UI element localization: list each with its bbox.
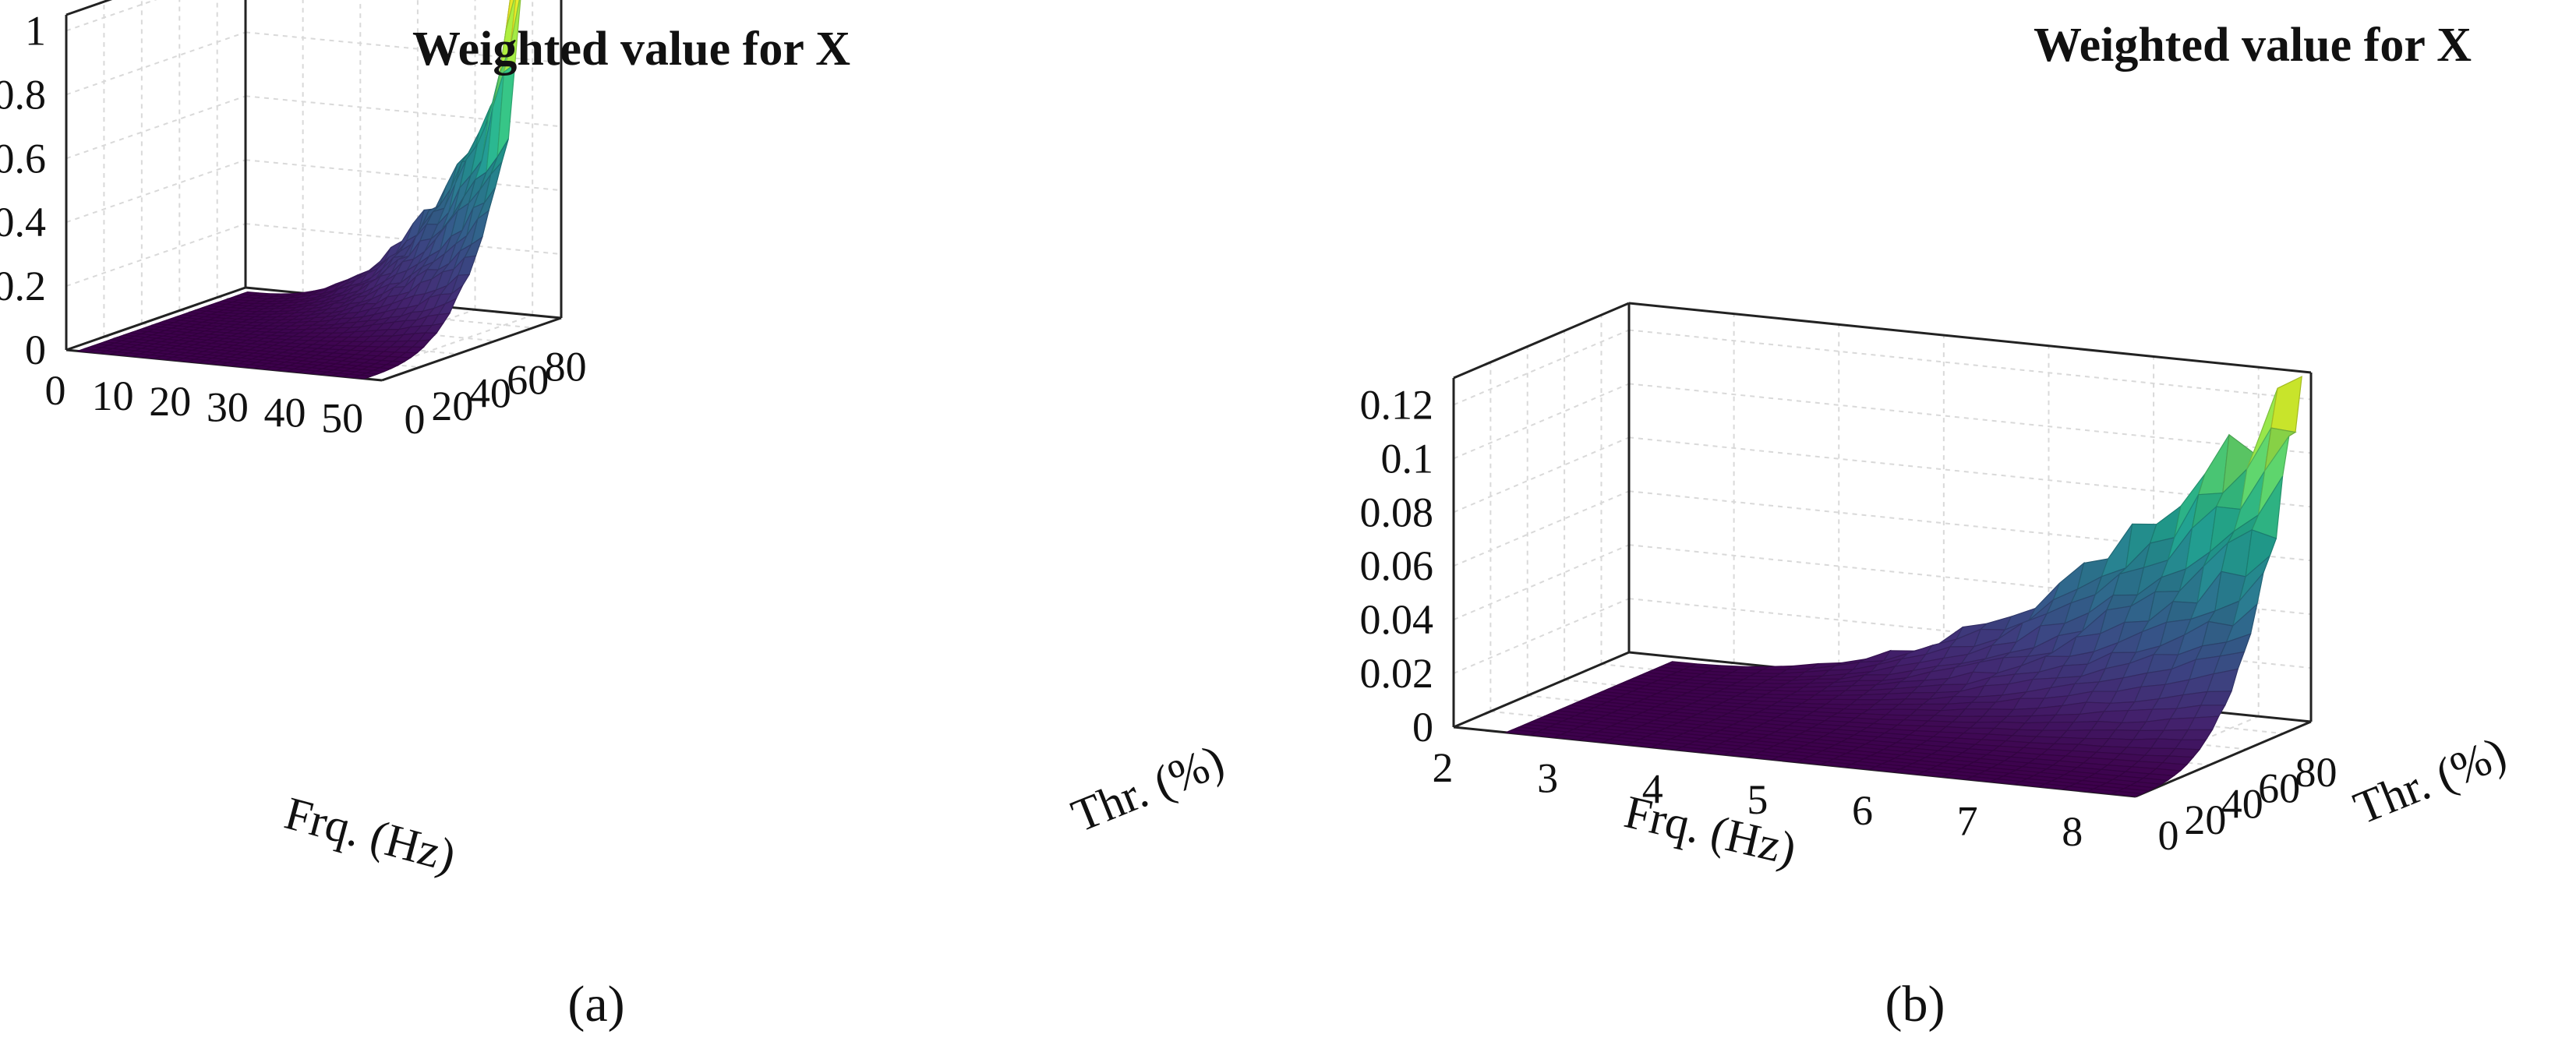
y-tick-label: 60 bbox=[2258, 765, 2300, 811]
panel-label: (b) bbox=[1885, 976, 1945, 1033]
x-axis-label: Frq. (Hz) bbox=[1620, 786, 1800, 875]
z-tick-label: 1 bbox=[25, 7, 46, 54]
surface-patch bbox=[2109, 790, 2144, 797]
y-tick-label: 20 bbox=[431, 383, 473, 429]
x-tick-label: 0 bbox=[45, 367, 66, 414]
chart-title: Weighted value for X bbox=[412, 23, 850, 76]
y-tick-label: 40 bbox=[469, 369, 511, 416]
grid-line-z-left bbox=[1453, 490, 1630, 567]
grid-line-z-left bbox=[1453, 544, 1630, 621]
y-axis-label: Thr. (%) bbox=[1065, 735, 1231, 842]
z-tick-label: 0.06 bbox=[1360, 542, 1434, 589]
y-tick-label: 40 bbox=[2221, 781, 2263, 828]
z-tick-label: 0.8 bbox=[0, 71, 46, 118]
panel-label: (a) bbox=[567, 976, 624, 1033]
surface-patch bbox=[353, 374, 372, 380]
grid-line-z-back bbox=[1628, 383, 2312, 454]
box-edge bbox=[65, 286, 246, 351]
z-tick-label: 0.04 bbox=[1360, 596, 1434, 643]
box-edge bbox=[1453, 302, 1630, 380]
y-tick-label: 80 bbox=[545, 344, 587, 390]
z-tick-label: 0.08 bbox=[1360, 489, 1434, 535]
grid-line-z-left bbox=[1453, 383, 1630, 460]
x-tick-label: 3 bbox=[1537, 755, 1558, 802]
x-tick-label: 5 bbox=[1747, 776, 1768, 823]
y-axis-line bbox=[381, 316, 562, 382]
grid-line-z-left bbox=[65, 95, 246, 160]
z-tick-label: 0.2 bbox=[0, 263, 46, 309]
surface bbox=[1504, 376, 2302, 797]
box-edge bbox=[1453, 651, 1630, 729]
grid-line-z-left bbox=[1453, 598, 1630, 674]
y-tick-label: 0 bbox=[405, 396, 426, 443]
x-tick-label: 6 bbox=[1852, 787, 1873, 834]
y-axis-label: Thr. (%) bbox=[2347, 727, 2513, 834]
grid-line-y-floor bbox=[217, 296, 533, 329]
z-tick-label: 0 bbox=[1412, 704, 1433, 751]
grid-line-z-left bbox=[65, 159, 246, 224]
x-tick-label: 2 bbox=[1433, 744, 1454, 791]
x-tick-label: 20 bbox=[149, 378, 191, 425]
z-tick-label: 0 bbox=[25, 327, 46, 373]
x-tick-label: 10 bbox=[92, 373, 134, 419]
grid-line-z-back bbox=[245, 95, 562, 128]
y-axis-line bbox=[2135, 720, 2312, 798]
z-tick-label: 0.02 bbox=[1360, 650, 1434, 697]
z-tick-label: 0.6 bbox=[0, 135, 46, 182]
surface bbox=[77, 0, 521, 380]
grid-line-z-back bbox=[245, 159, 562, 192]
box-edge bbox=[1628, 302, 2312, 374]
y-tick-label: 60 bbox=[507, 356, 549, 403]
x-axis-label: Frq. (Hz) bbox=[280, 787, 461, 882]
grid-line-z-back bbox=[1628, 329, 2312, 401]
x-tick-label: 7 bbox=[1957, 797, 1978, 844]
x-tick-label: 30 bbox=[207, 383, 249, 430]
z-tick-label: 0.4 bbox=[0, 199, 46, 245]
x-tick-label: 40 bbox=[264, 389, 306, 436]
grid-line-z-left bbox=[65, 0, 157, 32]
grid-line-z-left bbox=[65, 223, 246, 288]
y-tick-label: 0 bbox=[2158, 812, 2179, 859]
z-tick-label: 0.12 bbox=[1360, 381, 1434, 428]
grid-line-z-left bbox=[1453, 436, 1630, 514]
x-tick-label: 8 bbox=[2062, 808, 2083, 855]
chart-title: Weighted value for X bbox=[2034, 19, 2472, 72]
panel-b: 00.020.040.060.080.10.122 3 4 5 6 7 8 0 20406080… bbox=[1360, 19, 2514, 1033]
x-tick-label: 50 bbox=[321, 394, 363, 441]
y-tick-label: 20 bbox=[2184, 796, 2226, 843]
z-tick-label: 0.1 bbox=[1381, 435, 1434, 482]
box-edge bbox=[65, 0, 113, 16]
y-tick-label: 80 bbox=[2295, 749, 2337, 796]
grid-line-y-floor bbox=[179, 309, 496, 342]
surface-patch bbox=[2270, 376, 2302, 433]
grid-line-z-back bbox=[245, 223, 562, 256]
grid-line-z-left bbox=[1453, 329, 1630, 406]
x-tick-label: 4 bbox=[1642, 765, 1663, 812]
grid-line-z-left bbox=[65, 31, 246, 96]
